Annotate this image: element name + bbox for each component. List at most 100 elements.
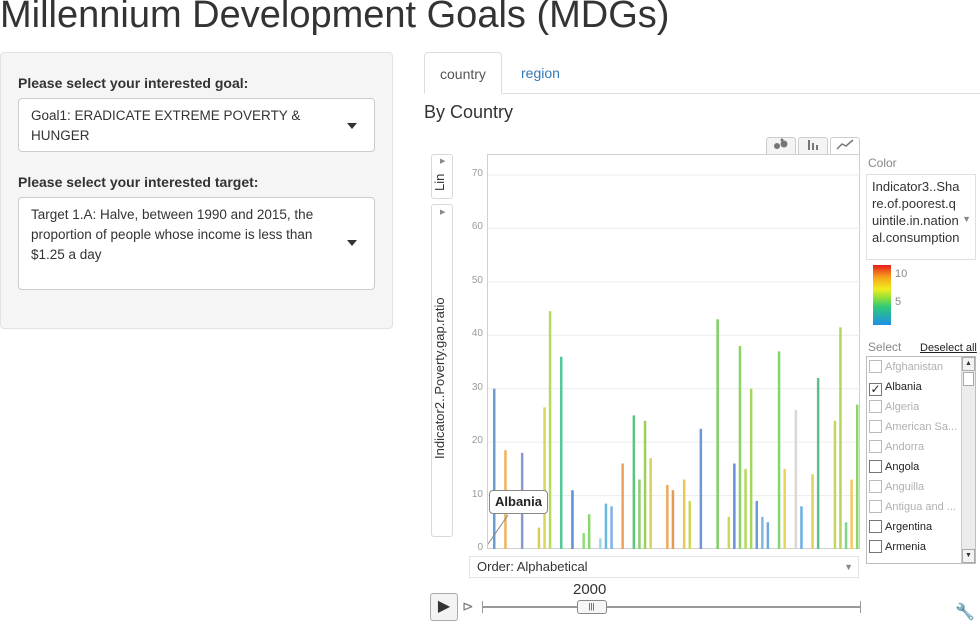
checkbox-checked-icon[interactable]: ✓ <box>869 382 882 396</box>
y-tick-label: 20 <box>471 435 483 447</box>
target-select[interactable]: Target 1.A: Halve, between 1990 and 2015… <box>18 197 375 290</box>
scrollbar[interactable]: ▲ ▼ <box>961 357 975 563</box>
country-list-item[interactable]: Angola <box>869 457 965 477</box>
goal-select-value: Goal1: ERADICATE EXTREME POVERTY & HUNGE… <box>31 108 301 143</box>
chart-bar <box>816 378 820 549</box>
goal-label: Please select your interested goal: <box>18 75 249 91</box>
country-list-item[interactable]: Andorra <box>869 437 965 457</box>
goal-select[interactable]: Goal1: ERADICATE EXTREME POVERTY & HUNGE… <box>18 98 375 152</box>
order-select[interactable]: Order: Alphabetical ▼ <box>469 556 859 578</box>
scale-selector[interactable]: ▶ Lin <box>431 154 453 199</box>
country-list-item[interactable]: Armenia <box>869 537 965 557</box>
y-tick-label: 40 <box>471 328 483 340</box>
chart-bar <box>833 420 837 549</box>
bubble-chart-icon[interactable] <box>766 137 796 155</box>
chart-bar <box>587 514 591 549</box>
checkbox-icon[interactable] <box>869 440 882 453</box>
checkbox-icon[interactable] <box>869 500 882 513</box>
chart-bar <box>738 346 742 549</box>
y-tick-label: 10 <box>471 488 483 500</box>
chart-bar <box>537 527 541 549</box>
checkbox-icon[interactable] <box>869 480 882 493</box>
checkbox-icon[interactable] <box>869 400 882 413</box>
chart-bar <box>850 479 853 549</box>
chart-bar <box>643 420 647 549</box>
country-list-item[interactable]: Anguilla <box>869 477 965 497</box>
triangle-down-icon: ▼ <box>962 214 971 224</box>
chart-bar <box>777 351 781 549</box>
chart-bar <box>716 319 719 549</box>
scroll-thumb[interactable] <box>963 372 974 386</box>
chart-bar <box>699 428 703 549</box>
scroll-down-icon[interactable]: ▼ <box>962 549 975 563</box>
speed-icon[interactable]: ⊳ <box>462 598 474 614</box>
scale-label: Lin <box>432 173 447 191</box>
country-name: Algeria <box>885 401 920 413</box>
bar-plot <box>484 174 861 550</box>
chart-bar <box>794 410 798 549</box>
scroll-up-icon[interactable]: ▲ <box>962 357 975 371</box>
checkbox-icon[interactable] <box>869 360 882 373</box>
chart-bar <box>649 458 652 549</box>
legend-tick-high: 10 <box>895 268 908 280</box>
country-list-item[interactable]: Argentina <box>869 517 965 537</box>
y-tick-label: 60 <box>471 221 483 233</box>
time-slider-thumb[interactable]: ||| <box>576 600 607 614</box>
country-list: Afghanistan ✓ Albania Algeria American Sa...… <box>866 356 976 564</box>
line-chart-icon[interactable] <box>830 137 860 155</box>
chart-plot-area[interactable] <box>484 154 861 550</box>
chart-bar <box>632 415 636 549</box>
checkbox-icon[interactable] <box>869 420 882 433</box>
country-name: Andorra <box>885 441 925 453</box>
tab-region[interactable]: region <box>521 65 560 81</box>
page-title: Millennium Development Goals (MDGs) <box>0 0 670 36</box>
tab-country[interactable]: country <box>424 52 502 94</box>
checkbox-icon[interactable] <box>869 520 882 533</box>
chart-bar <box>621 463 624 549</box>
tooltip-pointer <box>484 514 509 550</box>
chart-bar <box>638 479 641 549</box>
country-list-item[interactable]: American Sa... <box>869 417 965 437</box>
color-select[interactable]: Indicator3..Share.of.poorest.quintile.in… <box>866 174 976 260</box>
country-list-item[interactable]: Algeria <box>869 397 965 417</box>
deselect-all-link[interactable]: Deselect all <box>920 342 977 354</box>
chart-bar <box>560 356 563 549</box>
chart-bar <box>571 490 574 549</box>
chart-bar <box>543 407 546 549</box>
section-title: By Country <box>424 102 514 122</box>
country-name: Albania <box>885 381 922 393</box>
wrench-icon[interactable]: 🔧 <box>955 604 975 621</box>
country-name: Antigua and ... <box>885 501 956 513</box>
color-select-value: Indicator3..Share.of.poorest.quintile.in… <box>872 179 960 245</box>
y-tick-label: 50 <box>471 274 483 286</box>
slider-end-tick <box>860 601 861 613</box>
country-list-item[interactable]: Afghanistan <box>869 357 965 377</box>
chart-bar <box>755 500 758 549</box>
play-button[interactable]: ▶ <box>430 593 458 621</box>
country-list-item[interactable]: Antigua and ... <box>869 497 965 517</box>
chart-bar <box>727 516 731 549</box>
tab-bar: country region <box>424 52 980 94</box>
target-label: Please select your interested target: <box>18 174 259 190</box>
chart-bar <box>682 479 686 549</box>
country-list-item[interactable]: ✓ Albania <box>869 377 965 397</box>
chart-bar <box>744 468 747 549</box>
checkbox-icon[interactable] <box>869 460 882 473</box>
time-slider-track[interactable] <box>482 606 860 608</box>
chart-bar <box>839 327 842 549</box>
chart-bar <box>761 516 764 549</box>
checkbox-icon[interactable] <box>869 540 882 553</box>
chart-bar <box>610 506 613 549</box>
chart-bar <box>548 311 552 549</box>
chart-bar <box>604 503 608 549</box>
chart-bar <box>582 533 585 549</box>
country-name: Afghanistan <box>885 361 944 373</box>
bar-chart-icon[interactable] <box>798 137 828 155</box>
legend-tick-low: 5 <box>895 296 902 308</box>
y-tick-label: 70 <box>471 168 483 179</box>
slider-start-tick <box>482 601 483 613</box>
order-label: Order: Alphabetical <box>477 559 588 574</box>
color-label: Color <box>868 156 897 170</box>
chart-bar <box>493 388 496 549</box>
y-axis-selector[interactable]: ▶ Indicator2..Poverty.gap.ratio <box>431 204 453 537</box>
